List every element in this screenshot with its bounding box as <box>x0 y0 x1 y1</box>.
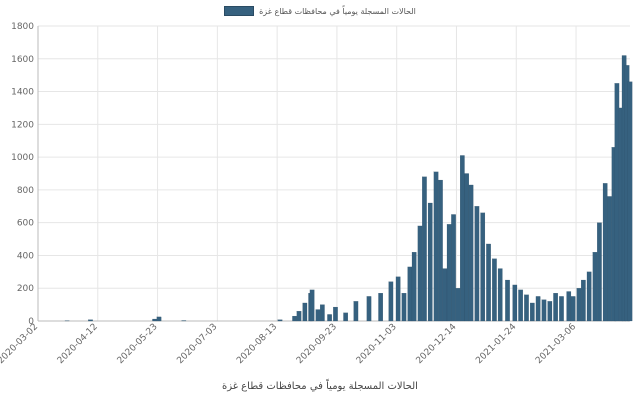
y-tick-label: 1400 <box>11 88 34 98</box>
bar <box>505 279 510 322</box>
bar <box>327 314 332 322</box>
y-tick-label: 200 <box>17 284 34 294</box>
bar <box>292 315 297 322</box>
bar <box>446 224 452 322</box>
bar <box>407 266 413 322</box>
bar <box>524 294 529 322</box>
x-tick-label: 2020-04-12 <box>56 322 100 366</box>
bar <box>486 243 491 322</box>
bar <box>343 312 348 322</box>
x-tick-label: 2021-01-24 <box>474 322 518 366</box>
legend[interactable]: الحالات المسجلة يومياً في محافظات قطاع غ… <box>0 6 640 16</box>
x-tick-label: 2020-09-23 <box>295 322 339 366</box>
bar <box>581 279 586 322</box>
bar <box>627 81 633 322</box>
y-tick-label: 1800 <box>11 22 34 32</box>
bar <box>512 284 518 322</box>
bar <box>442 268 448 322</box>
bar <box>333 306 338 322</box>
y-tick-label: 800 <box>17 186 34 196</box>
x-tick-label: 2020-05-23 <box>116 322 160 366</box>
bar <box>88 319 93 322</box>
x-tick-label: 2021-03-06 <box>534 322 578 366</box>
bar <box>547 301 553 322</box>
bar <box>592 252 598 322</box>
bar <box>411 252 417 322</box>
bar <box>570 296 576 322</box>
bar <box>530 302 535 322</box>
bar <box>553 293 558 322</box>
y-tick-label: 400 <box>17 251 34 261</box>
bar <box>455 288 461 322</box>
bar <box>586 271 592 322</box>
bar <box>614 83 620 322</box>
legend-swatch <box>224 6 255 16</box>
bar <box>597 222 602 322</box>
bar <box>427 202 433 322</box>
x-tick-label: 2020-11-03 <box>355 322 399 366</box>
bar <box>422 176 427 322</box>
bar <box>401 293 407 322</box>
x-axis-title: الحالات المسجلة يومياً في محافظات قطاع غ… <box>222 381 418 392</box>
bar <box>438 179 443 322</box>
bar <box>541 299 547 322</box>
bar <box>474 206 480 322</box>
y-tick-label: 1000 <box>11 153 34 163</box>
bar <box>451 214 456 322</box>
bar <box>320 304 325 322</box>
bar <box>277 319 283 322</box>
y-tick-label: 0 <box>28 317 34 327</box>
bar <box>152 318 157 322</box>
bar <box>492 258 497 322</box>
bar <box>559 296 564 322</box>
bar <box>480 212 486 322</box>
y-tick-label: 1200 <box>11 120 34 130</box>
bar <box>309 289 315 322</box>
bar <box>497 268 503 322</box>
bar <box>433 171 439 322</box>
bar <box>156 316 162 322</box>
bar <box>602 183 608 322</box>
x-tick-label: 2020-07-03 <box>175 322 219 366</box>
y-tick-label: 1600 <box>11 55 34 65</box>
bar <box>302 302 308 322</box>
x-tick-label: 2020-08-13 <box>235 322 279 366</box>
bar <box>417 225 423 322</box>
bar <box>607 196 612 322</box>
y-tick-label: 600 <box>17 219 34 229</box>
legend-label: الحالات المسجلة يومياً في محافظات قطاع غ… <box>259 6 416 16</box>
bar <box>388 281 394 322</box>
x-tick-label: 2020-12-14 <box>415 322 459 366</box>
x-tick-label: 2020-03-02 <box>0 322 40 366</box>
bar <box>353 301 359 322</box>
bar <box>296 311 302 322</box>
bar <box>518 289 523 322</box>
bar <box>460 155 465 322</box>
bar <box>378 293 383 322</box>
bar <box>395 276 401 322</box>
bar <box>464 173 469 322</box>
bar <box>535 296 541 322</box>
bar <box>566 291 572 322</box>
bar <box>366 296 372 322</box>
bar <box>315 309 321 322</box>
bar <box>576 288 582 322</box>
bar <box>468 184 474 322</box>
